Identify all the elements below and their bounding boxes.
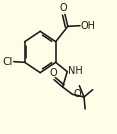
Text: O: O [60,3,68,13]
Text: OH: OH [81,21,96,31]
Text: O: O [73,89,81,99]
Text: NH: NH [68,66,83,76]
Text: Cl: Cl [2,57,13,67]
Text: O: O [49,68,57,78]
